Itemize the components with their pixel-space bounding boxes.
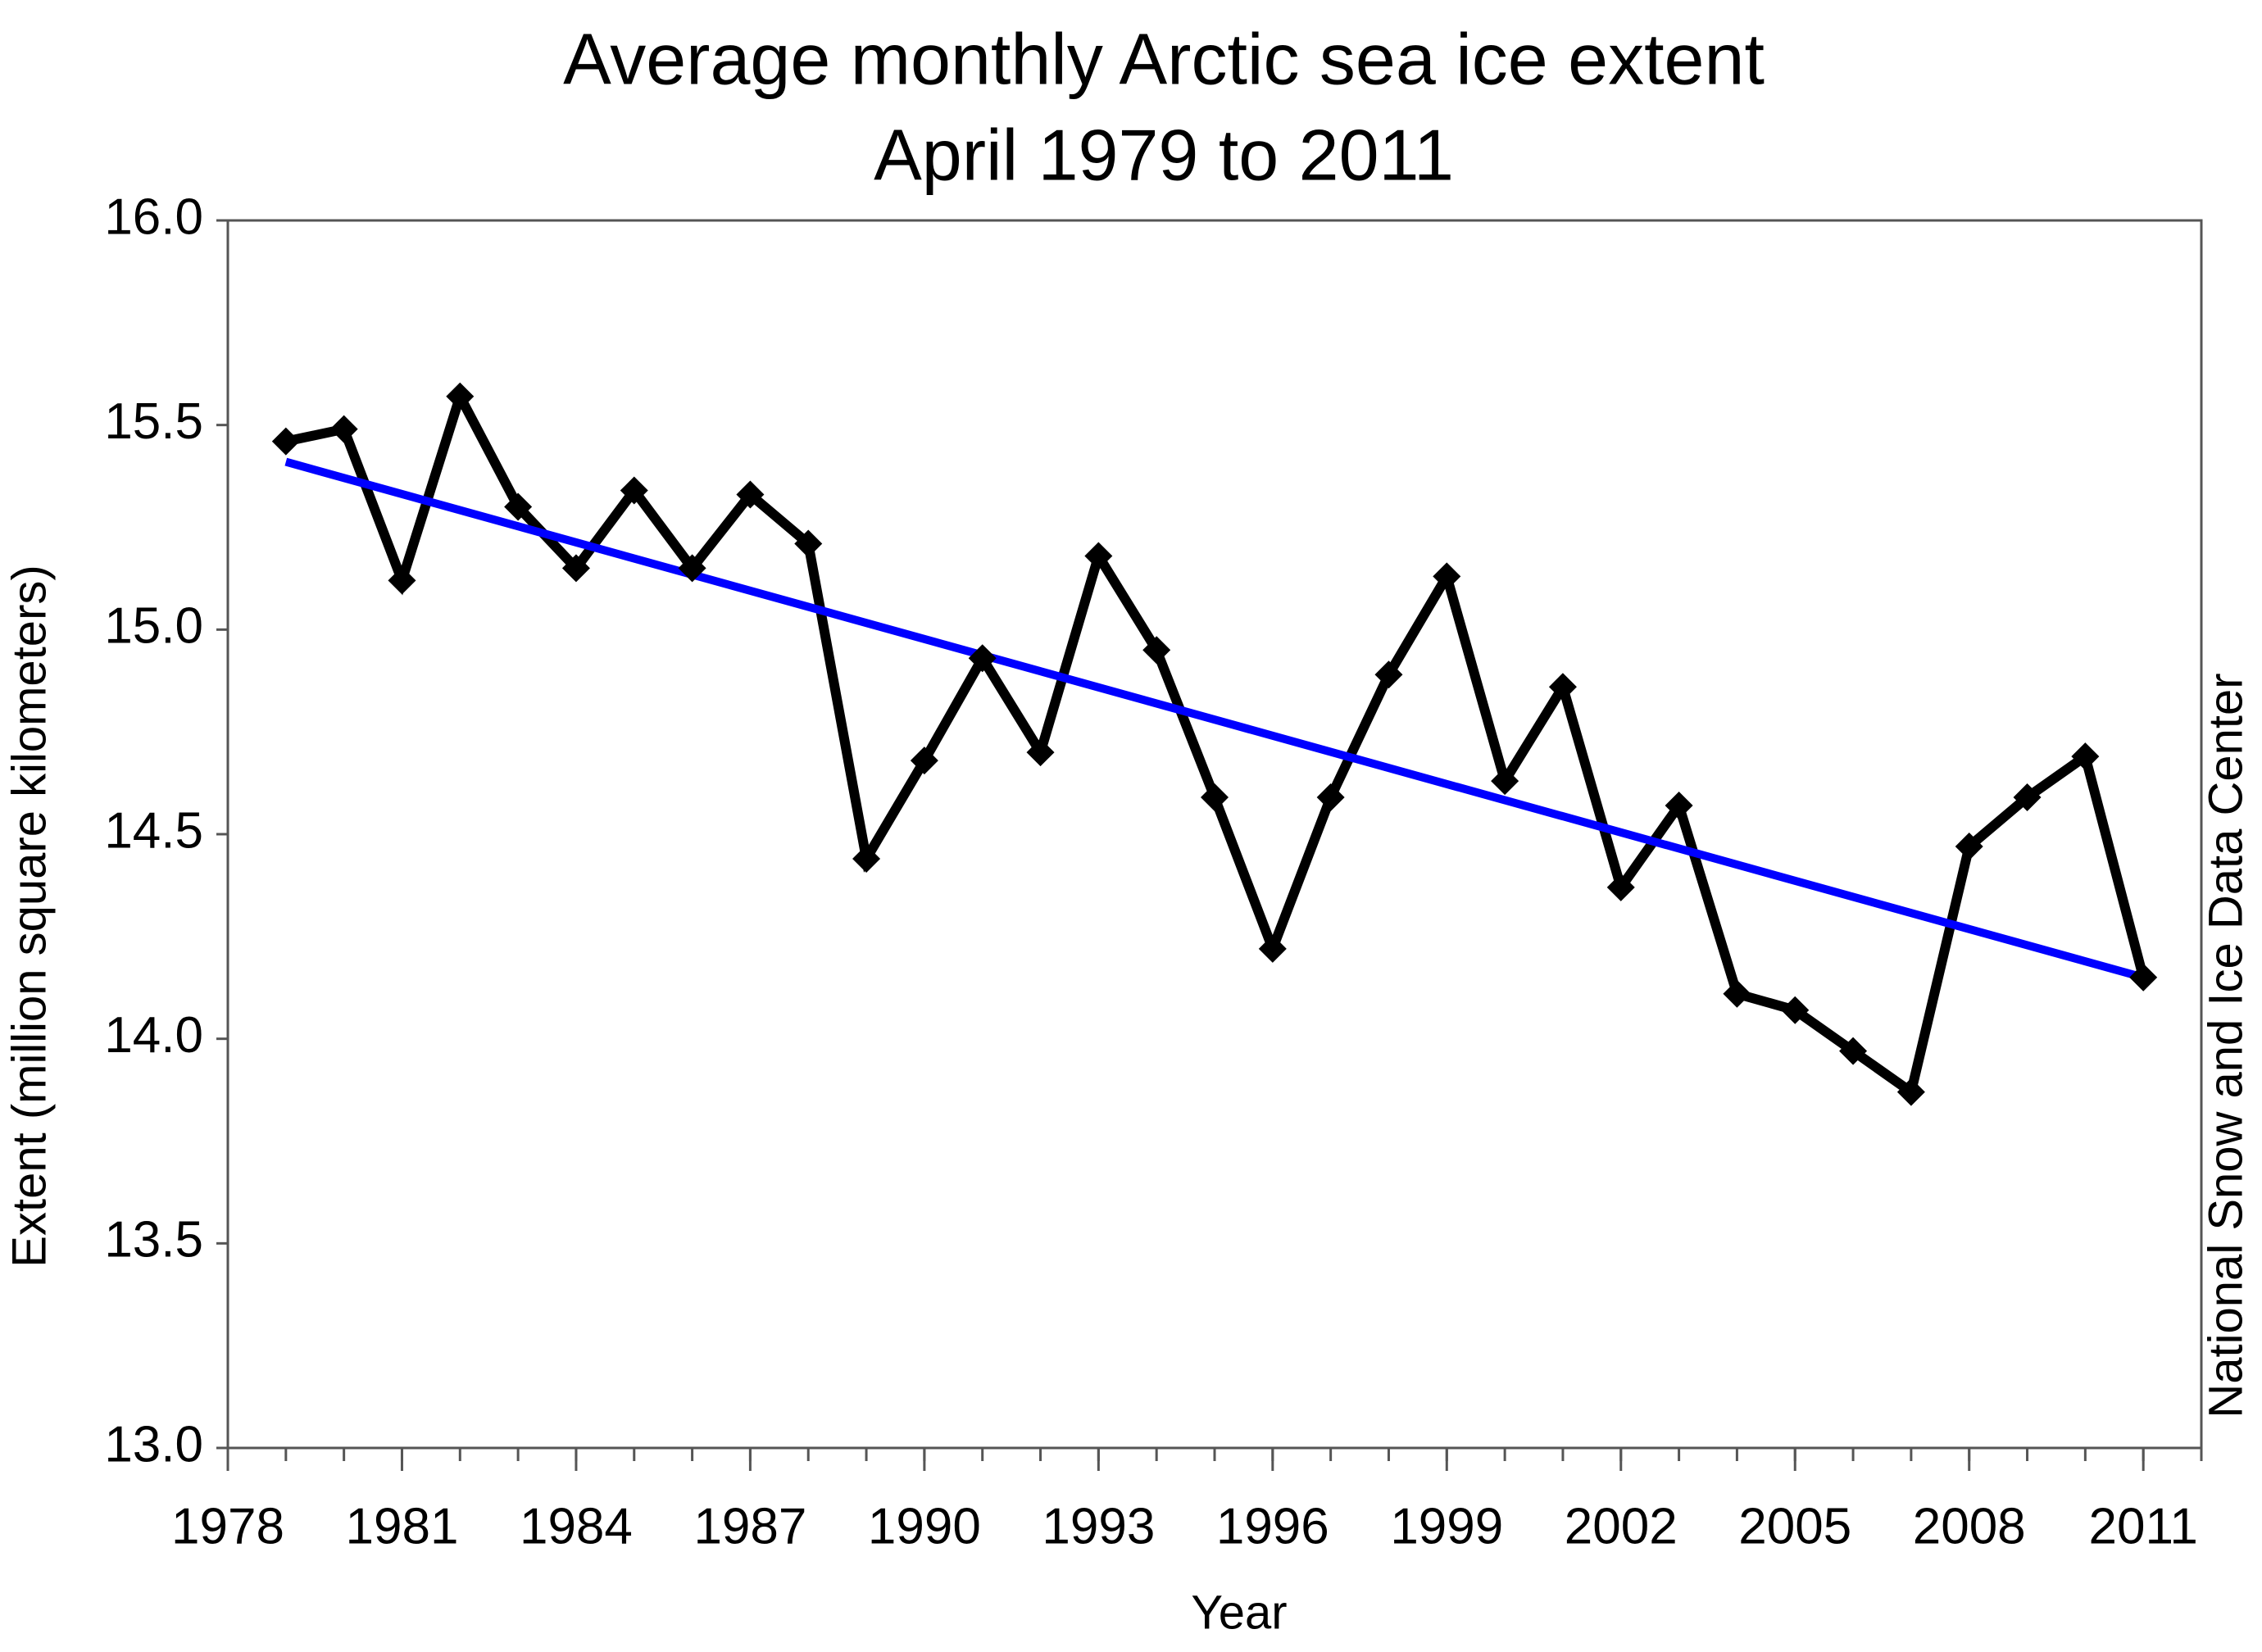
data-marker — [2129, 963, 2158, 992]
data-marker — [1723, 979, 1751, 1008]
data-marker — [561, 554, 590, 583]
data-marker — [1491, 767, 1519, 796]
y-tick-label: 14.0 — [104, 1007, 203, 1064]
x-tick-label: 2002 — [1565, 1498, 1678, 1554]
y-tick-label: 16.0 — [104, 188, 203, 245]
x-tick-label: 1987 — [693, 1498, 806, 1554]
x-tick-label: 1996 — [1216, 1498, 1329, 1554]
source-label: National Snow and Ice Data Center — [2199, 673, 2252, 1418]
y-tick-label: 13.0 — [104, 1416, 203, 1473]
data-marker — [1839, 1037, 1868, 1065]
data-marker — [736, 480, 765, 509]
data-marker — [271, 427, 300, 456]
data-marker — [678, 554, 706, 583]
data-marker — [1665, 792, 1693, 820]
data-marker — [1084, 542, 1113, 570]
data-marker — [1955, 832, 1983, 860]
data-marker — [910, 747, 938, 775]
y-tick-label: 15.5 — [104, 393, 203, 450]
data-marker — [504, 492, 533, 521]
x-tick-label: 1981 — [346, 1498, 459, 1554]
y-tick-label: 14.5 — [104, 802, 203, 859]
chart-subtitle: April 1979 to 2011 — [874, 114, 1454, 195]
data-marker — [794, 529, 823, 558]
data-marker — [2071, 742, 2100, 771]
data-marker — [388, 566, 416, 595]
data-marker — [1026, 738, 1055, 767]
data-marker — [852, 844, 881, 873]
x-tick-label: 2005 — [1738, 1498, 1851, 1554]
data-marker — [329, 415, 358, 443]
data-marker — [446, 382, 475, 411]
x-tick-label: 2008 — [1913, 1498, 2026, 1554]
data-marker — [1606, 873, 1635, 901]
trend-line — [284, 457, 2145, 982]
data-marker — [620, 476, 648, 505]
data-marker — [1258, 934, 1287, 963]
data-marker — [1316, 783, 1345, 812]
x-tick-label: 1978 — [171, 1498, 284, 1554]
chart-title: Average monthly Arctic sea ice extent — [563, 18, 1765, 99]
data-marker — [1201, 783, 1229, 812]
x-tick-label: 1984 — [520, 1498, 633, 1554]
x-tick-label: 1990 — [868, 1498, 981, 1554]
x-tick-label: 1999 — [1390, 1498, 1503, 1554]
x-axis-label: Year — [1191, 1586, 1287, 1639]
data-line — [284, 384, 2148, 1101]
data-marker — [1548, 673, 1577, 701]
data-marker — [968, 644, 997, 673]
data-marker — [1781, 996, 1810, 1024]
data-marker — [2013, 783, 2042, 812]
data-marker — [1433, 562, 1461, 591]
x-tick-label: 1993 — [1042, 1498, 1155, 1554]
y-tick-label: 13.5 — [104, 1212, 203, 1268]
data-marker — [1374, 660, 1403, 689]
plot-frame — [226, 219, 2203, 1450]
y-axis-label: Extent (million square kilometers) — [2, 565, 56, 1267]
x-tick-label: 2011 — [2089, 1498, 2198, 1554]
data-marker — [1142, 636, 1171, 665]
y-tick-label: 15.0 — [104, 598, 203, 655]
data-marker — [1896, 1078, 1925, 1106]
